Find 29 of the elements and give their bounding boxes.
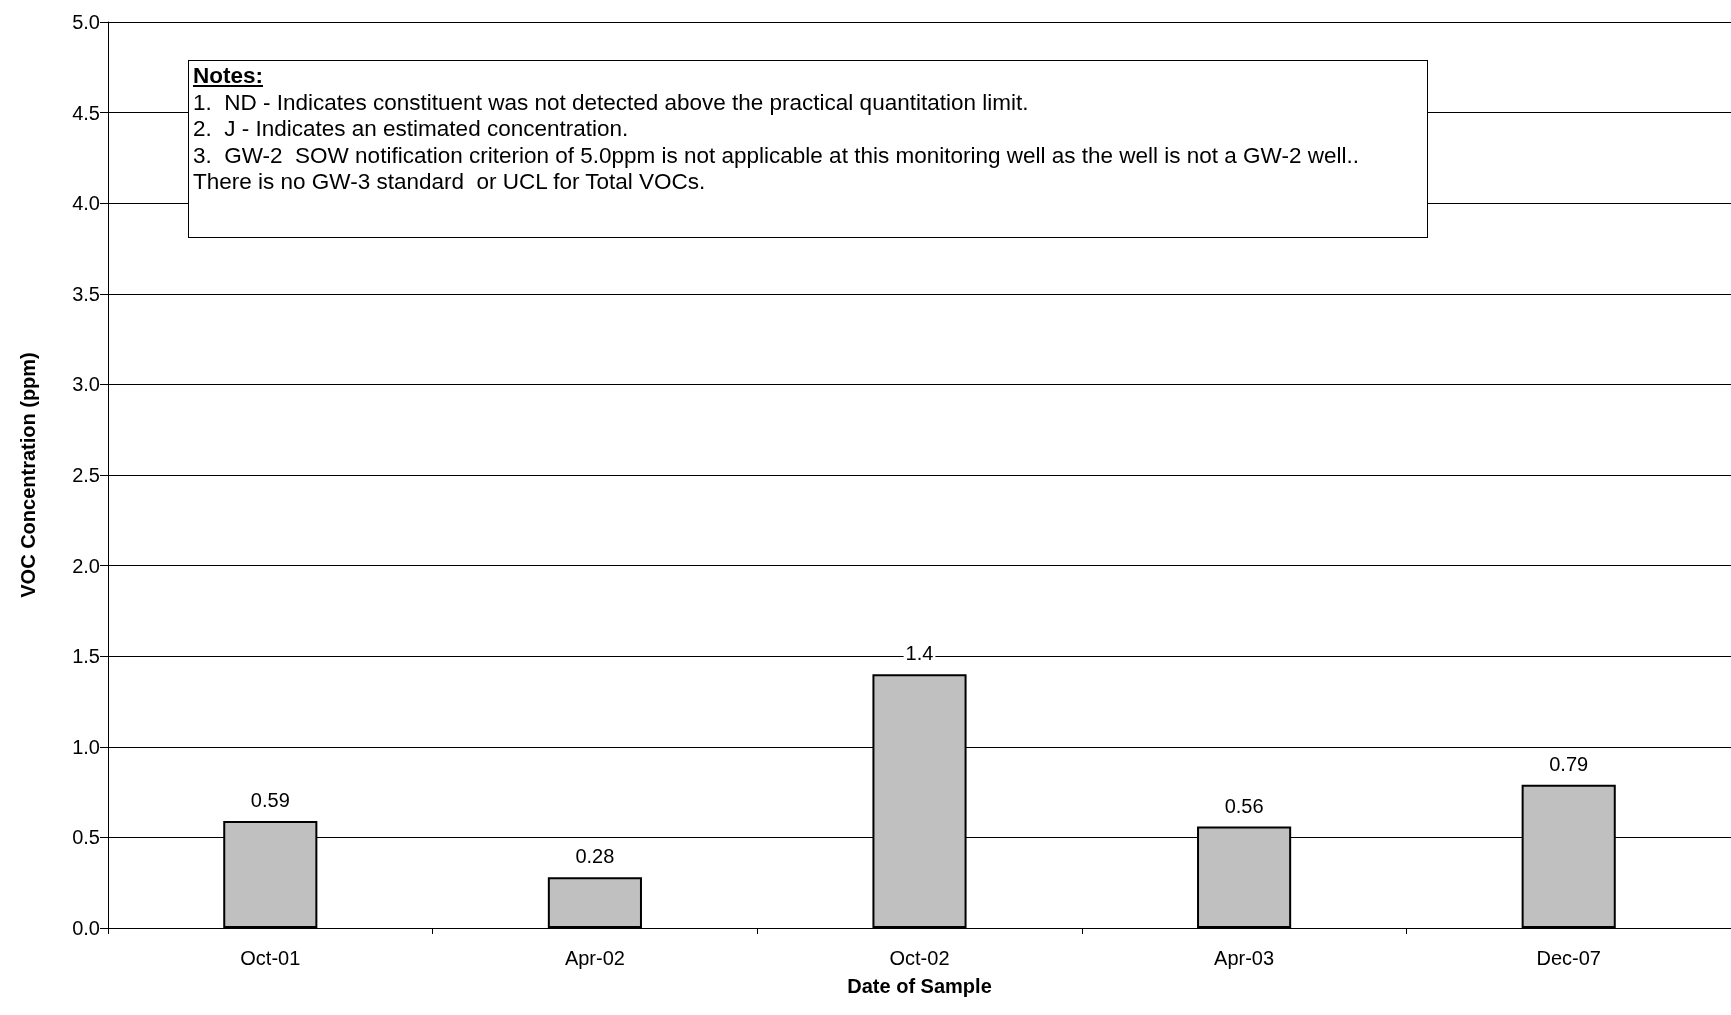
y-tick-label: 0.0 bbox=[72, 917, 100, 939]
y-tick-label: 3.5 bbox=[72, 282, 100, 305]
data-label: 1.4 bbox=[905, 642, 934, 665]
data-label: 0.79 bbox=[1549, 752, 1589, 775]
y-tick-label: 2.5 bbox=[72, 464, 100, 486]
data-label: 0.56 bbox=[1224, 794, 1264, 817]
annotation: Notes: bbox=[193, 63, 264, 90]
x-axis-title: Date of Sample bbox=[847, 975, 992, 997]
y-tick-label: 1.5 bbox=[72, 645, 100, 668]
x-tick-label: Oct-01 bbox=[240, 947, 301, 969]
x-tick-label: Apr-03 bbox=[1214, 947, 1275, 969]
data-label: 0.28 bbox=[575, 845, 615, 868]
x-tick-label: Dec-07 bbox=[1536, 947, 1601, 969]
y-tick-label: 4.5 bbox=[72, 101, 100, 124]
y-axis-title: VOC Concentration (ppm) bbox=[17, 352, 39, 598]
annotation: 3. GW-2 SOW notification criterion of 5.0ppm is not applicable at this monitoring well as the well is not a GW-2 well.. bbox=[193, 142, 1360, 169]
y-tick-label: 4.0 bbox=[72, 192, 100, 215]
x-tick-label: Apr-02 bbox=[564, 947, 625, 969]
data-label: 0.59 bbox=[250, 789, 290, 812]
annotation: 2. J - Indicates an estimated concentration. bbox=[193, 116, 630, 143]
y-tick-label: 5.0 bbox=[72, 11, 100, 33]
bar bbox=[547, 877, 642, 928]
y-tick-label: 1.0 bbox=[72, 735, 100, 758]
annotation: There is no GW-3 standard or UCL for Total VOCs. bbox=[193, 169, 707, 196]
y-tick-label: 2.0 bbox=[72, 554, 100, 577]
x-tick-label: Oct-02 bbox=[889, 947, 950, 969]
y-tick-label: 3.0 bbox=[72, 373, 100, 396]
y-tick-label: 0.5 bbox=[72, 826, 100, 849]
annotation: 1. ND - Indicates constituent was not detected above the practical quantitation limit. bbox=[193, 89, 1030, 116]
